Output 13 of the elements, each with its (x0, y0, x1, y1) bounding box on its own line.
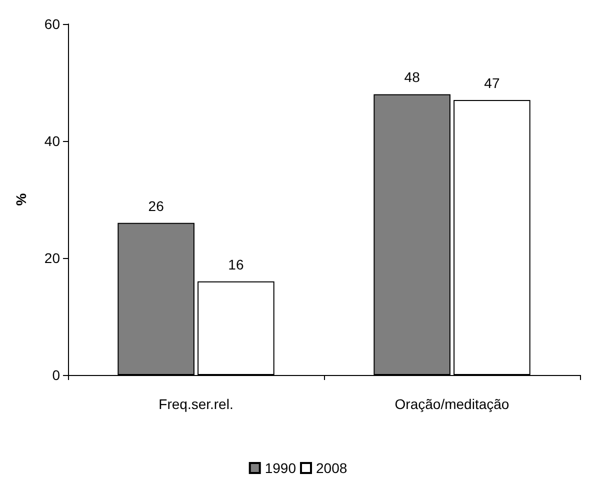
data-label: 48 (404, 69, 420, 86)
x-tick-label: Freq.ser.rel. (158, 396, 234, 412)
y-tick-label: 60 (44, 16, 60, 32)
legend-label: 2008 (316, 460, 348, 476)
y-tick-label: 40 (44, 133, 60, 149)
y-tick-label: 0 (52, 367, 60, 383)
data-label: 16 (228, 256, 244, 272)
legend-label: 1990 (264, 460, 296, 476)
data-label: 47 (484, 75, 500, 92)
y-tick-label: 20 (44, 250, 60, 266)
x-tick-label: Oração/meditação (394, 396, 510, 412)
data-label: 26 (148, 198, 164, 214)
y-axis-title: % (13, 192, 29, 206)
